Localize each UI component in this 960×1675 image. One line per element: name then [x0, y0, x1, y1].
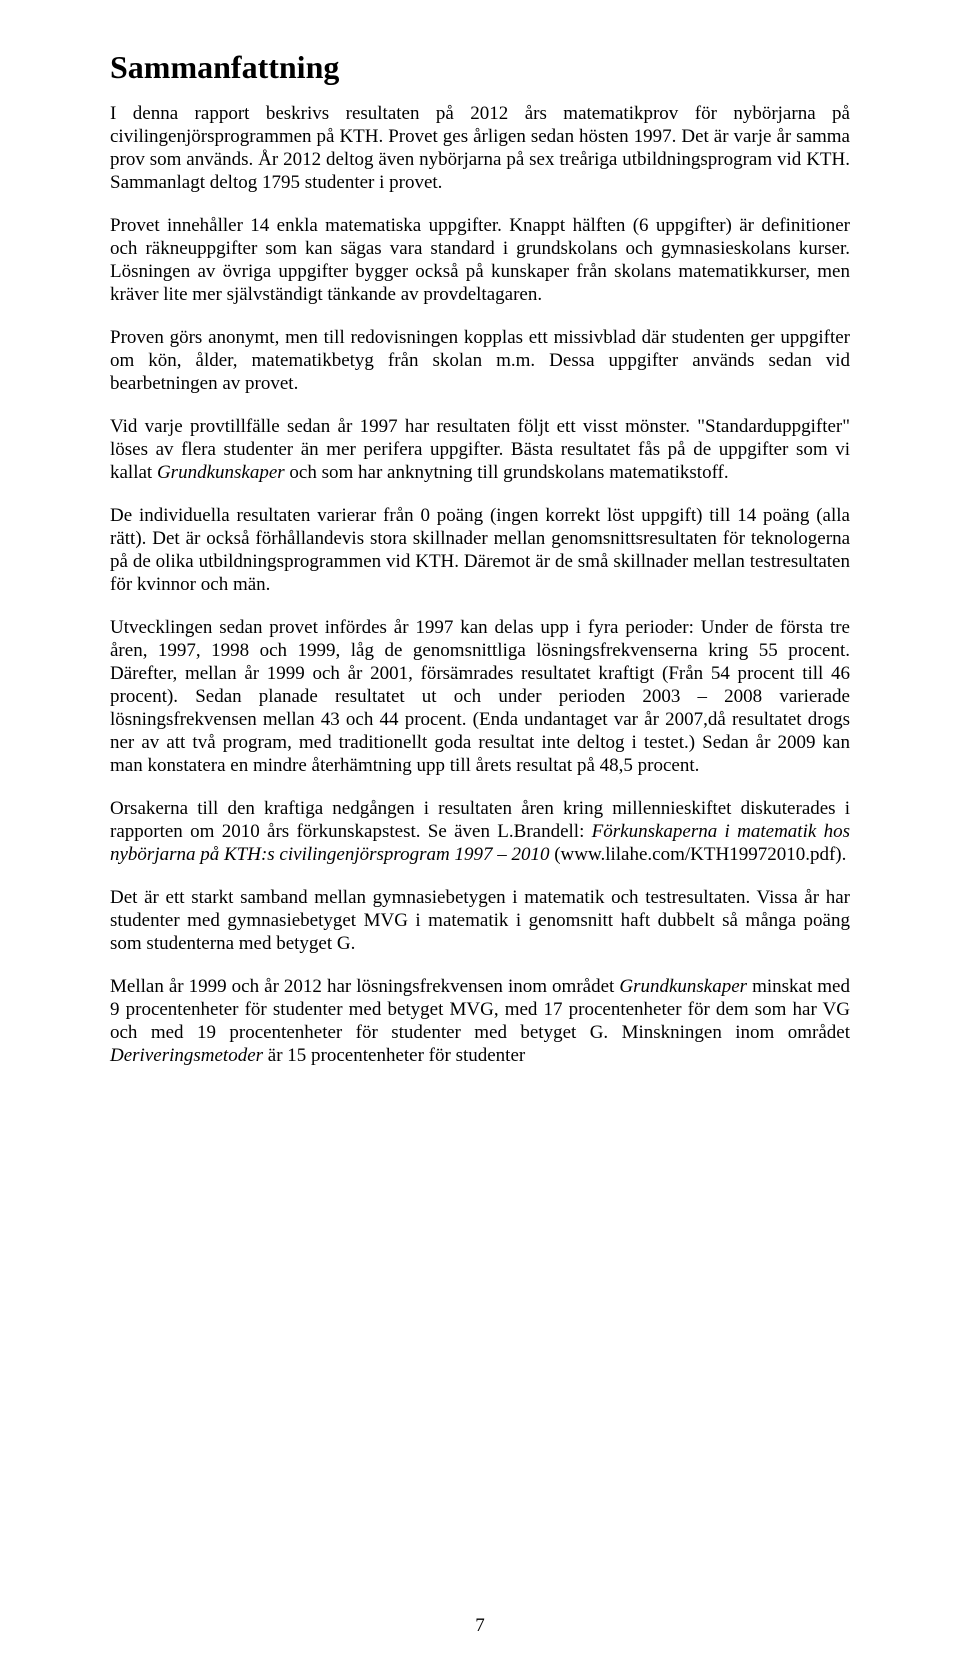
paragraph-9: Mellan år 1999 och år 2012 har lösningsf…: [110, 976, 850, 1068]
paragraph-8: Det är ett starkt samband mellan gymnasi…: [110, 887, 850, 956]
p9-text-c: är 15 procentenheter för studenter: [263, 1045, 525, 1066]
paragraph-7: Orsakerna till den kraftiga nedgången i …: [110, 798, 850, 867]
paragraph-3: Proven görs anonymt, men till redovisnin…: [110, 327, 850, 396]
p4-italic: Grundkunskaper: [157, 462, 285, 483]
p9-italic-2: Deriveringsmetoder: [110, 1045, 263, 1066]
p9-italic-1: Grundkunskaper: [619, 976, 747, 997]
paragraph-5: De individuella resultaten varierar från…: [110, 505, 850, 597]
paragraph-2: Provet innehåller 14 enkla matematiska u…: [110, 215, 850, 307]
paragraph-1: I denna rapport beskrivs resultaten på 2…: [110, 103, 850, 195]
document-page: Sammanfattning I denna rapport beskrivs …: [0, 0, 960, 1675]
p7-text-b: (www.lilahe.com/KTH19972010.pdf).: [549, 844, 846, 865]
p4-text-b: och som har anknytning till grundskolans…: [285, 462, 729, 483]
page-title: Sammanfattning: [110, 50, 850, 85]
paragraph-6: Utvecklingen sedan provet infördes år 19…: [110, 617, 850, 778]
page-number: 7: [0, 1615, 960, 1637]
p9-text-a: Mellan år 1999 och år 2012 har lösningsf…: [110, 976, 619, 997]
paragraph-4: Vid varje provtillfälle sedan år 1997 ha…: [110, 416, 850, 485]
